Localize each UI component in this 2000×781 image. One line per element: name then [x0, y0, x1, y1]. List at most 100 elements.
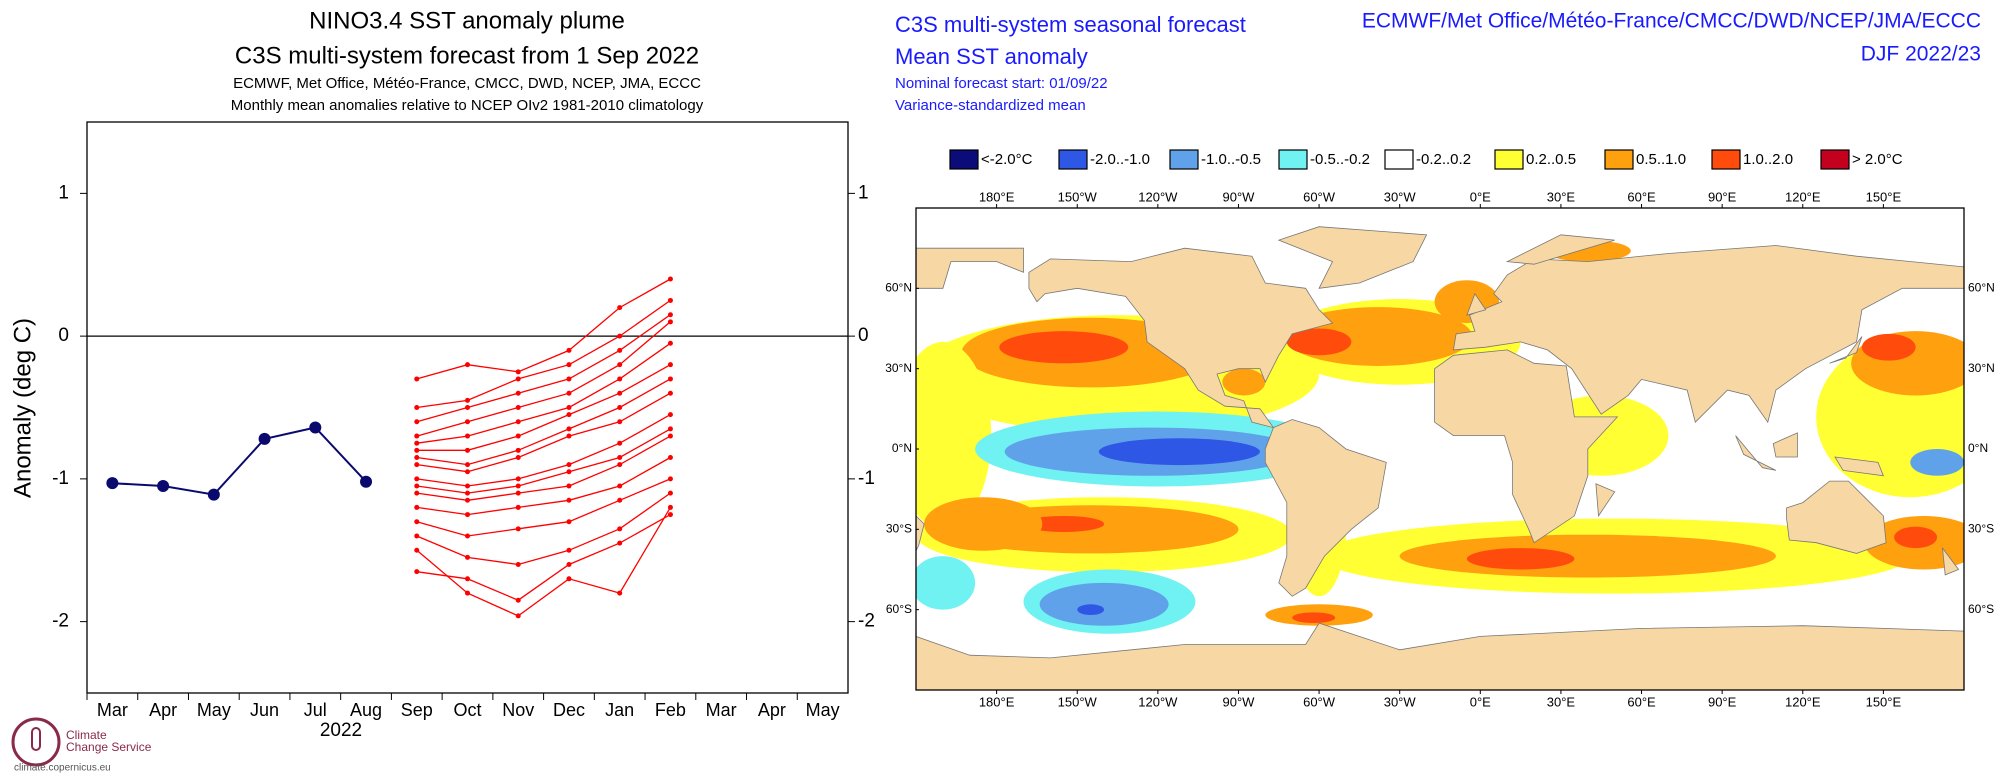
- member-point: [617, 347, 623, 353]
- member-point: [617, 540, 623, 546]
- member-point: [617, 333, 623, 339]
- observed-point: [106, 477, 119, 490]
- land: [1786, 480, 1887, 554]
- member-point: [566, 390, 572, 396]
- y2-tick-label: -2: [858, 611, 875, 632]
- member-point: [414, 547, 420, 553]
- member-point: [515, 476, 521, 482]
- lat-tick-label: 0°N: [892, 441, 912, 455]
- legend-label: -1.0..-0.5: [1201, 151, 1261, 168]
- member-point: [667, 412, 673, 418]
- lon-tick-label: 30°E: [1547, 694, 1576, 709]
- member-point: [667, 433, 673, 439]
- lat-tick-label: 60°S: [1968, 602, 1994, 616]
- member-point: [414, 504, 420, 510]
- map-source: ECMWF/Met Office/Météo-France/CMCC/DWD/N…: [1362, 10, 1981, 33]
- legend-label: -0.2..0.2: [1416, 151, 1471, 168]
- member-line: [416, 278, 671, 380]
- legend-swatch: [1384, 149, 1414, 170]
- legend-swatch: [1278, 149, 1308, 170]
- land: [916, 622, 1964, 690]
- lat-tick-label: 60°N: [885, 281, 912, 295]
- chart-subtitle: C3S multi-system forecast from 1 Sep 202…: [235, 42, 699, 69]
- member-point: [414, 519, 420, 525]
- member-point: [667, 376, 673, 382]
- member-line: [416, 314, 671, 423]
- member-point: [515, 447, 521, 453]
- anomaly-region: [1910, 449, 1964, 476]
- legend-swatch: [949, 149, 979, 170]
- legend-label: 1.0..2.0: [1743, 151, 1793, 168]
- legend-swatch: [1494, 149, 1524, 170]
- member-point: [566, 433, 572, 439]
- x-tick-label: Jun: [250, 700, 279, 720]
- lon-tick-label: 0°E: [1470, 189, 1491, 204]
- legend-label: -2.0..-1.0: [1090, 151, 1150, 168]
- legend-label: -0.5..-0.2: [1310, 151, 1370, 168]
- member-point: [465, 397, 470, 403]
- member-line: [416, 392, 671, 473]
- lat-tick-label: 30°S: [1968, 522, 1994, 536]
- logo-url: climate.copernicus.eu: [14, 763, 111, 774]
- member-point: [617, 376, 623, 382]
- anomaly-region: [1292, 612, 1336, 624]
- member-point: [515, 369, 521, 375]
- member-point: [515, 390, 521, 396]
- member-point: [667, 504, 673, 510]
- observed-point: [207, 488, 220, 501]
- legend-label: > 2.0°C: [1852, 151, 1903, 168]
- member-point: [667, 512, 673, 518]
- y-axis-label: Anomaly (deg C): [9, 318, 36, 498]
- member-point: [566, 469, 572, 475]
- legend-label: 0.5..1.0: [1636, 151, 1686, 168]
- lon-tick-label: 150°E: [1866, 189, 1902, 204]
- member-point: [515, 419, 521, 425]
- x-axis-year: 2022: [320, 720, 362, 741]
- lon-tick-label: 60°W: [1303, 189, 1336, 204]
- member-point: [414, 490, 420, 496]
- map-area: [916, 208, 1964, 690]
- member-point: [667, 476, 673, 482]
- member-point: [617, 440, 623, 446]
- lon-tick-label: 30°W: [1384, 189, 1417, 204]
- member-point: [617, 454, 623, 460]
- x-tick-label: Feb: [655, 700, 686, 720]
- member-line: [416, 478, 671, 537]
- member-point: [515, 483, 521, 489]
- y-tick-label: -1: [52, 468, 69, 489]
- member-point: [465, 497, 470, 503]
- anomaly-region: [999, 331, 1129, 364]
- x-tick-label: Jan: [605, 700, 634, 720]
- observed-point: [309, 421, 322, 434]
- map-note: Nominal forecast start: 01/09/22: [895, 75, 1108, 92]
- land: [916, 247, 1024, 289]
- chart-note: ECMWF, Met Office, Météo-France, CMCC, D…: [233, 75, 701, 92]
- member-point: [465, 512, 470, 518]
- x-tick-label: Dec: [553, 700, 585, 720]
- member-point: [414, 454, 420, 460]
- member-line: [416, 514, 671, 601]
- map-title: C3S multi-system seasonal forecast: [895, 12, 1246, 37]
- member-point: [566, 362, 572, 368]
- lon-tick-label: 120°W: [1138, 694, 1178, 709]
- member-point: [515, 526, 521, 532]
- member-line: [416, 507, 671, 617]
- land: [1735, 435, 1777, 471]
- member-point: [414, 476, 420, 482]
- member-point: [566, 519, 572, 525]
- member-point: [465, 576, 470, 582]
- land: [1264, 419, 1387, 597]
- member-point: [566, 497, 572, 503]
- member-point: [414, 405, 420, 410]
- y2-tick-label: 0: [858, 325, 869, 346]
- y-tick-label: 0: [58, 325, 69, 346]
- member-point: [414, 419, 420, 425]
- member-point: [465, 533, 470, 539]
- observed-line: [112, 426, 367, 496]
- member-point: [414, 533, 420, 539]
- member-line: [416, 492, 671, 566]
- legend-swatch: [1169, 149, 1199, 170]
- x-tick-label: Jul: [304, 700, 327, 720]
- member-line: [416, 456, 671, 516]
